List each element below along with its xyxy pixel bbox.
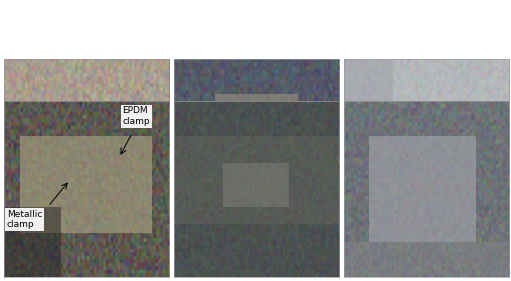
Bar: [20, 136, 152, 233]
Bar: [174, 136, 339, 224]
Text: c: c: [424, 250, 429, 260]
Text: Metallic
clamp: Metallic clamp: [7, 210, 42, 230]
Text: EPDM
clamp: EPDM clamp: [123, 106, 150, 126]
Bar: [4, 191, 169, 235]
Bar: [215, 94, 297, 191]
Bar: [344, 59, 509, 138]
Text: a: a: [83, 250, 89, 260]
Bar: [223, 163, 289, 207]
Bar: [4, 207, 61, 277]
Bar: [368, 136, 476, 242]
Text: b: b: [253, 250, 260, 260]
Bar: [344, 242, 509, 277]
Bar: [20, 103, 144, 200]
Bar: [4, 59, 169, 103]
Text: 5°: 5°: [377, 142, 387, 151]
Bar: [344, 59, 393, 235]
Bar: [174, 173, 339, 235]
